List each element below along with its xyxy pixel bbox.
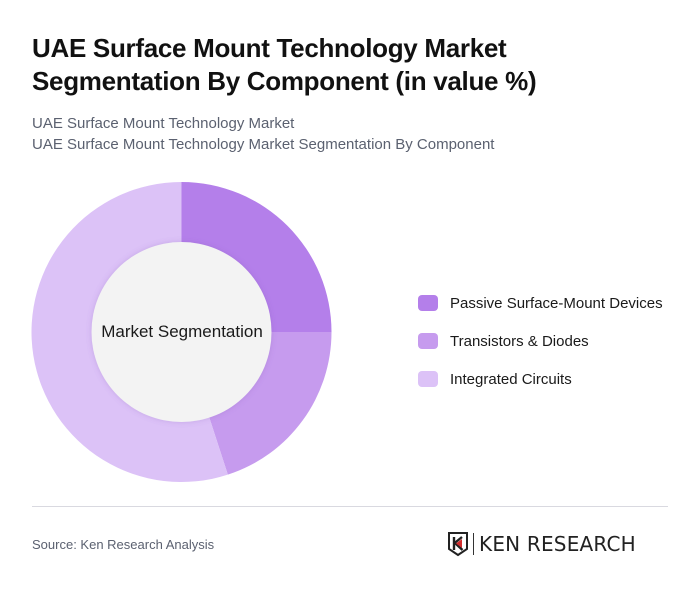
legend-swatch-icon xyxy=(418,295,438,311)
source-note: Source: Ken Research Analysis xyxy=(32,537,215,552)
subtitle-line-market: UAE Surface Mount Technology Market xyxy=(32,115,295,132)
legend-swatch-icon xyxy=(418,371,438,387)
donut-slice-integrated-circuits[interactable] xyxy=(31,182,228,482)
legend-label: Passive Surface-Mount Devices xyxy=(450,294,663,312)
donut-center-label: Market Segmentation xyxy=(101,322,263,341)
donut-slice-passive-surface-mount-devices[interactable] xyxy=(181,182,332,332)
logo-separator xyxy=(473,533,474,555)
footer-divider xyxy=(32,506,668,507)
legend-item-passive-smd[interactable]: Passive Surface-Mount Devices xyxy=(418,284,663,322)
legend-label: Integrated Circuits xyxy=(450,370,572,388)
legend-swatch-icon xyxy=(418,333,438,349)
chart-title: UAE Surface Mount Technology Market Segm… xyxy=(32,33,537,96)
donut-center-circle xyxy=(91,242,272,422)
legend-label: Transistors & Diodes xyxy=(450,332,589,350)
chart-legend: Passive Surface-Mount Devices Transistor… xyxy=(418,284,663,398)
logo-wordmark: KEN RESEARCH xyxy=(479,532,636,556)
donut-slices xyxy=(31,182,332,482)
legend-item-integrated-circuits[interactable]: Integrated Circuits xyxy=(418,360,663,398)
subtitle-line-segmentation: UAE Surface Mount Technology Market Segm… xyxy=(32,136,495,153)
ken-research-shield-icon xyxy=(448,532,468,557)
ken-research-logo: KEN RESEARCH xyxy=(447,530,636,558)
donut-slice-transistors-diodes[interactable] xyxy=(209,332,332,475)
legend-item-transistors-diodes[interactable]: Transistors & Diodes xyxy=(418,322,663,360)
chart-subtitle: UAE Surface Mount Technology Market UAE … xyxy=(32,113,672,155)
